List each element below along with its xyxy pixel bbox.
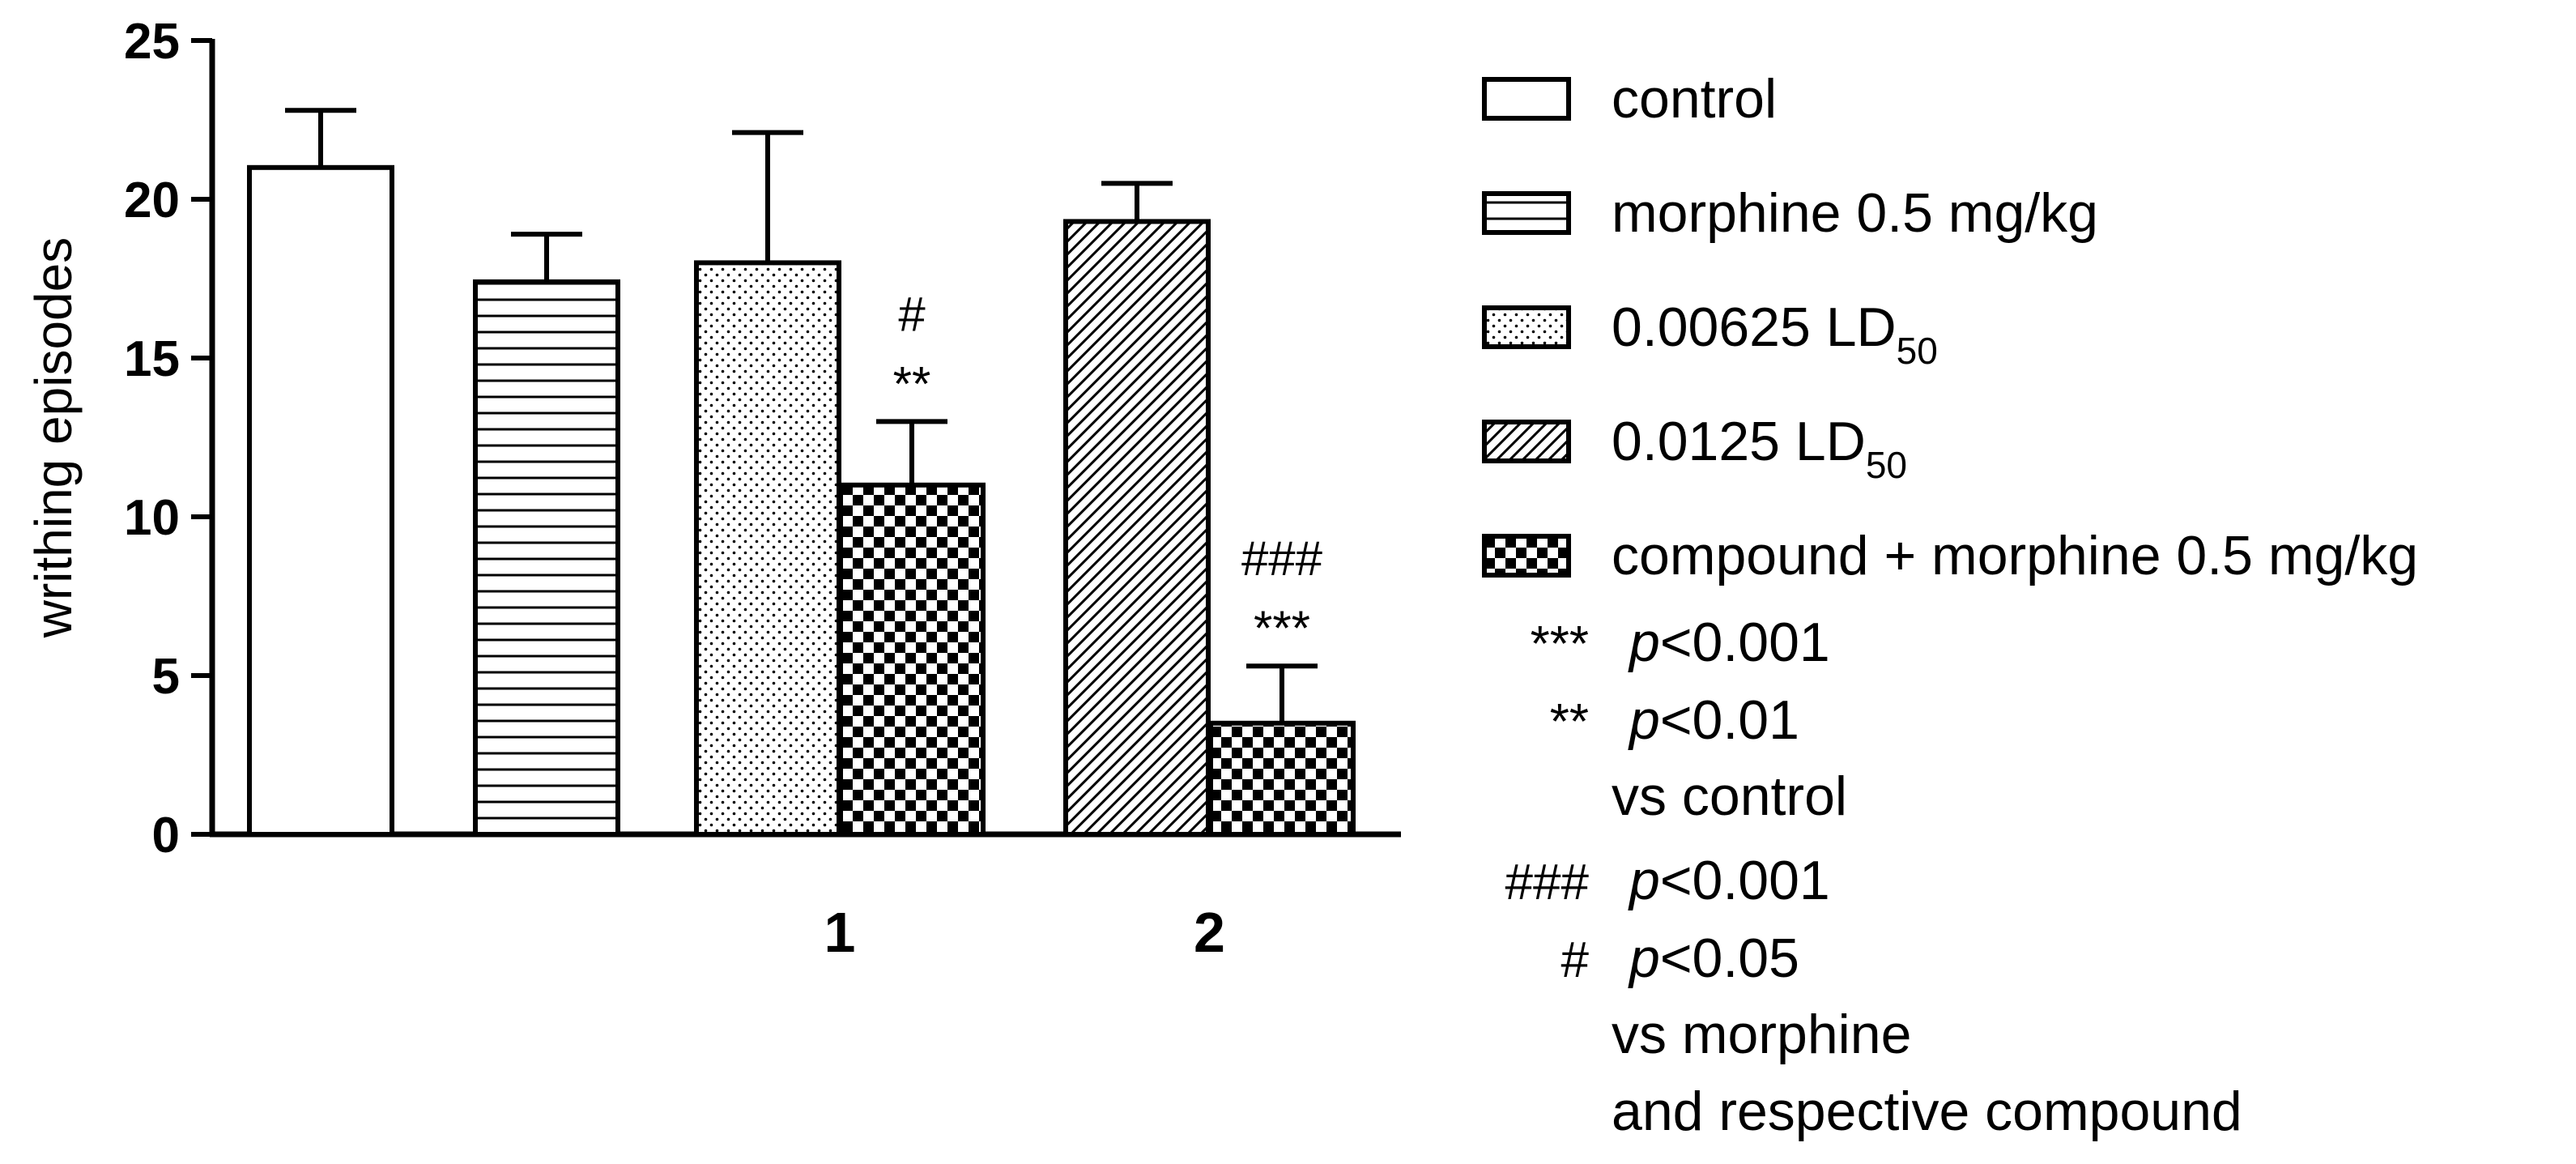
- significance-marker: #: [898, 287, 926, 341]
- note-text: p<0.01: [1628, 689, 1799, 751]
- note-text: p<0.001: [1628, 850, 1830, 911]
- legend-label: 0.00625 LD50: [1612, 296, 1938, 372]
- note-text: p<0.001: [1628, 612, 1830, 673]
- legend: control morphine 0.5 mg/kg 0.00625 LD50 0.0…: [1482, 68, 2418, 586]
- legend-label: compound + morphine 0.5 mg/kg: [1612, 525, 2418, 586]
- legend-swatch: [1482, 77, 1571, 121]
- x-tick-label: 1: [824, 901, 856, 964]
- bar: [1208, 720, 1356, 837]
- significance-marker: ###: [1241, 531, 1323, 586]
- x-tick-label: 2: [1194, 901, 1225, 964]
- legend-label: control: [1612, 68, 1777, 130]
- legend-label: 0.0125 LD50: [1612, 411, 1907, 486]
- significance-marker: ***: [1254, 601, 1310, 655]
- legend-swatch: [1482, 191, 1571, 235]
- note-symbol: ***: [1531, 616, 1589, 672]
- y-axis-label: writhing episodes: [24, 237, 83, 639]
- note-symbol: **: [1550, 694, 1589, 750]
- note-text: p<0.05: [1628, 927, 1799, 989]
- note-text: vs control: [1612, 765, 1847, 827]
- bar: [473, 279, 620, 838]
- note-symbol: #: [1561, 932, 1590, 988]
- significance-marker: **: [893, 356, 931, 411]
- bar: [247, 164, 394, 838]
- axes: 0 5 10 15 20 25: [124, 14, 1401, 863]
- legend-label: morphine 0.5 mg/kg: [1612, 182, 2098, 244]
- bar: [1063, 219, 1211, 837]
- legend-swatch: [1482, 420, 1571, 463]
- y-tick-label: 5: [152, 649, 180, 705]
- y-tick-label: 10: [124, 490, 180, 546]
- y-tick-label: 20: [124, 173, 180, 228]
- y-tick-label: 15: [124, 331, 180, 387]
- legend-swatch: [1482, 534, 1571, 578]
- note-symbol: ###: [1505, 855, 1590, 910]
- bars: # ** ### ***: [247, 108, 1356, 838]
- bar: [694, 260, 841, 837]
- note-text: vs morphine: [1612, 1004, 1911, 1065]
- y-tick-label: 0: [152, 808, 180, 863]
- bar: [838, 482, 986, 837]
- note-text: and respective compound: [1612, 1081, 2242, 1142]
- y-tick-label: 25: [124, 14, 180, 70]
- significance-notes: *** p<0.001 ** p<0.01 vs control ### p<0.001 # p…: [1505, 612, 2242, 1142]
- legend-swatch: [1482, 305, 1571, 349]
